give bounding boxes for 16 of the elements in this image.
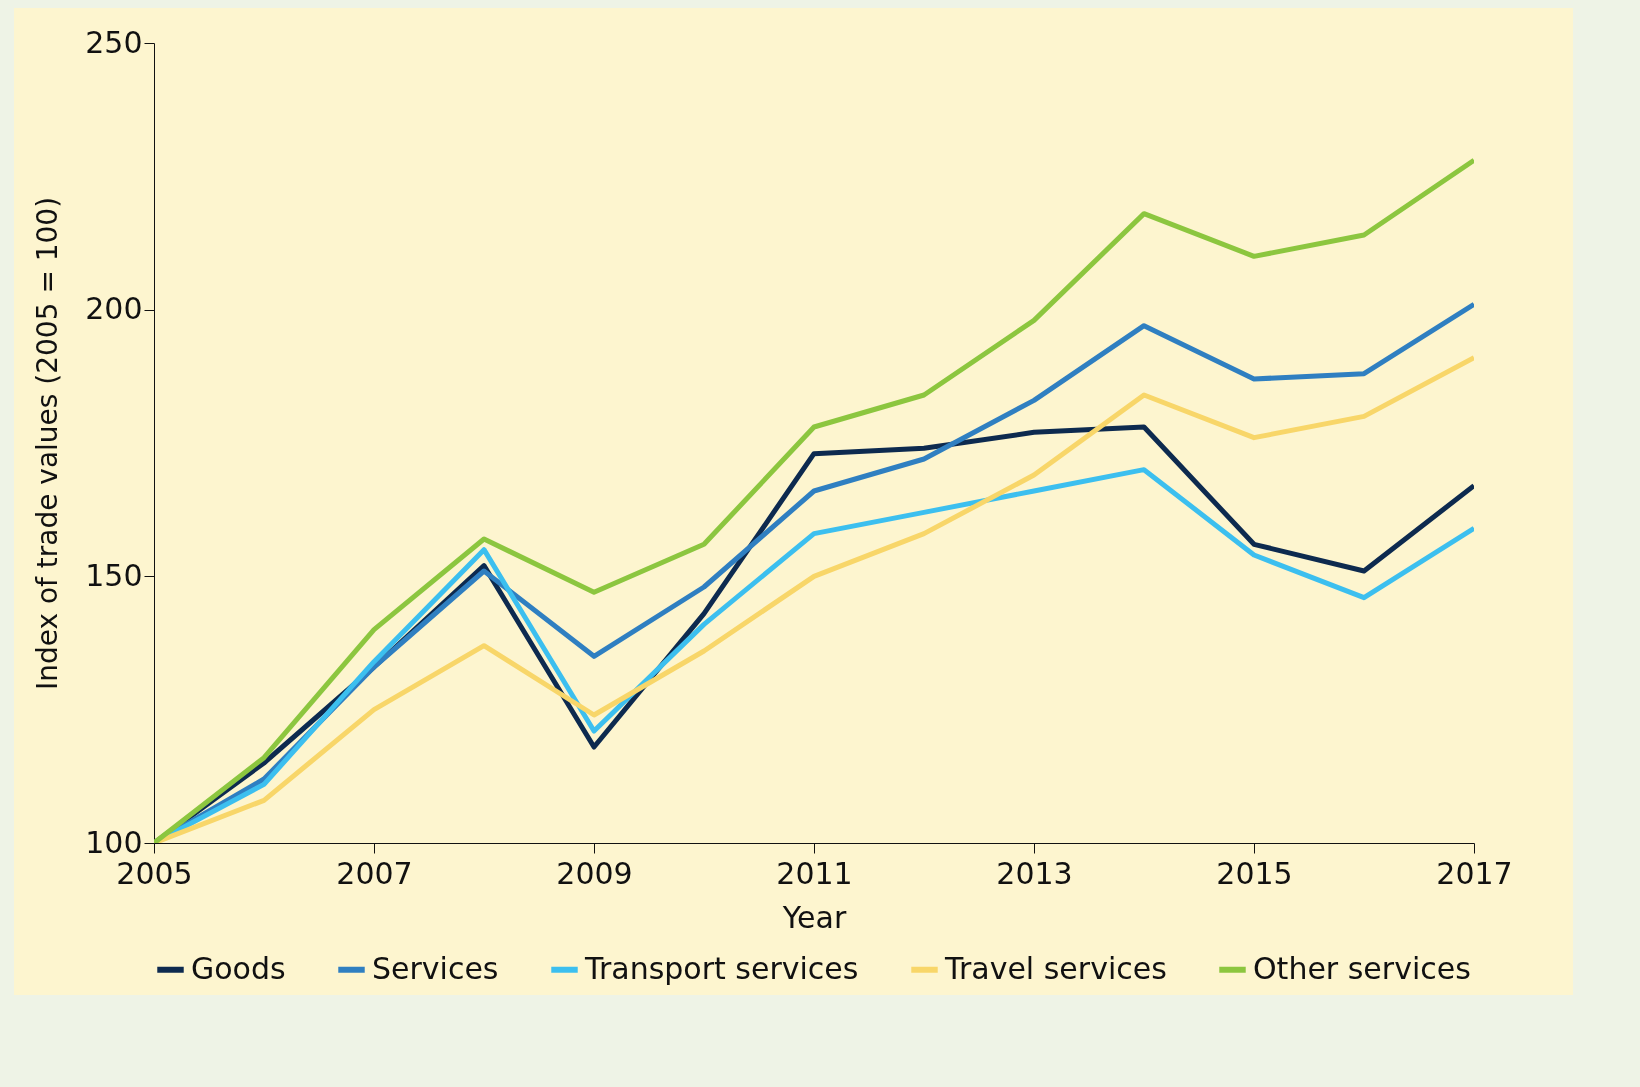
legend-label: Travel services [944,950,1167,986]
x-tick-label: 2009 [556,855,633,891]
x-tick-label: 2013 [996,855,1073,891]
legend-label: Other services [1253,950,1471,986]
y-tick-label: 200 [85,291,143,327]
x-axis-title: Year [781,899,847,935]
x-tick-label: 2015 [1216,855,1293,891]
legend-label: Goods [191,950,286,986]
legend-label: Services [372,950,499,986]
y-tick-label: 150 [85,557,143,593]
x-tick-label: 2007 [336,855,413,891]
legend-label: Transport services [584,950,859,986]
y-tick-label: 250 [85,24,143,60]
y-axis-title: Index of trade values (2005 = 100) [31,196,65,691]
x-tick-label: 2017 [1436,855,1513,891]
x-tick-label: 2011 [776,855,853,891]
